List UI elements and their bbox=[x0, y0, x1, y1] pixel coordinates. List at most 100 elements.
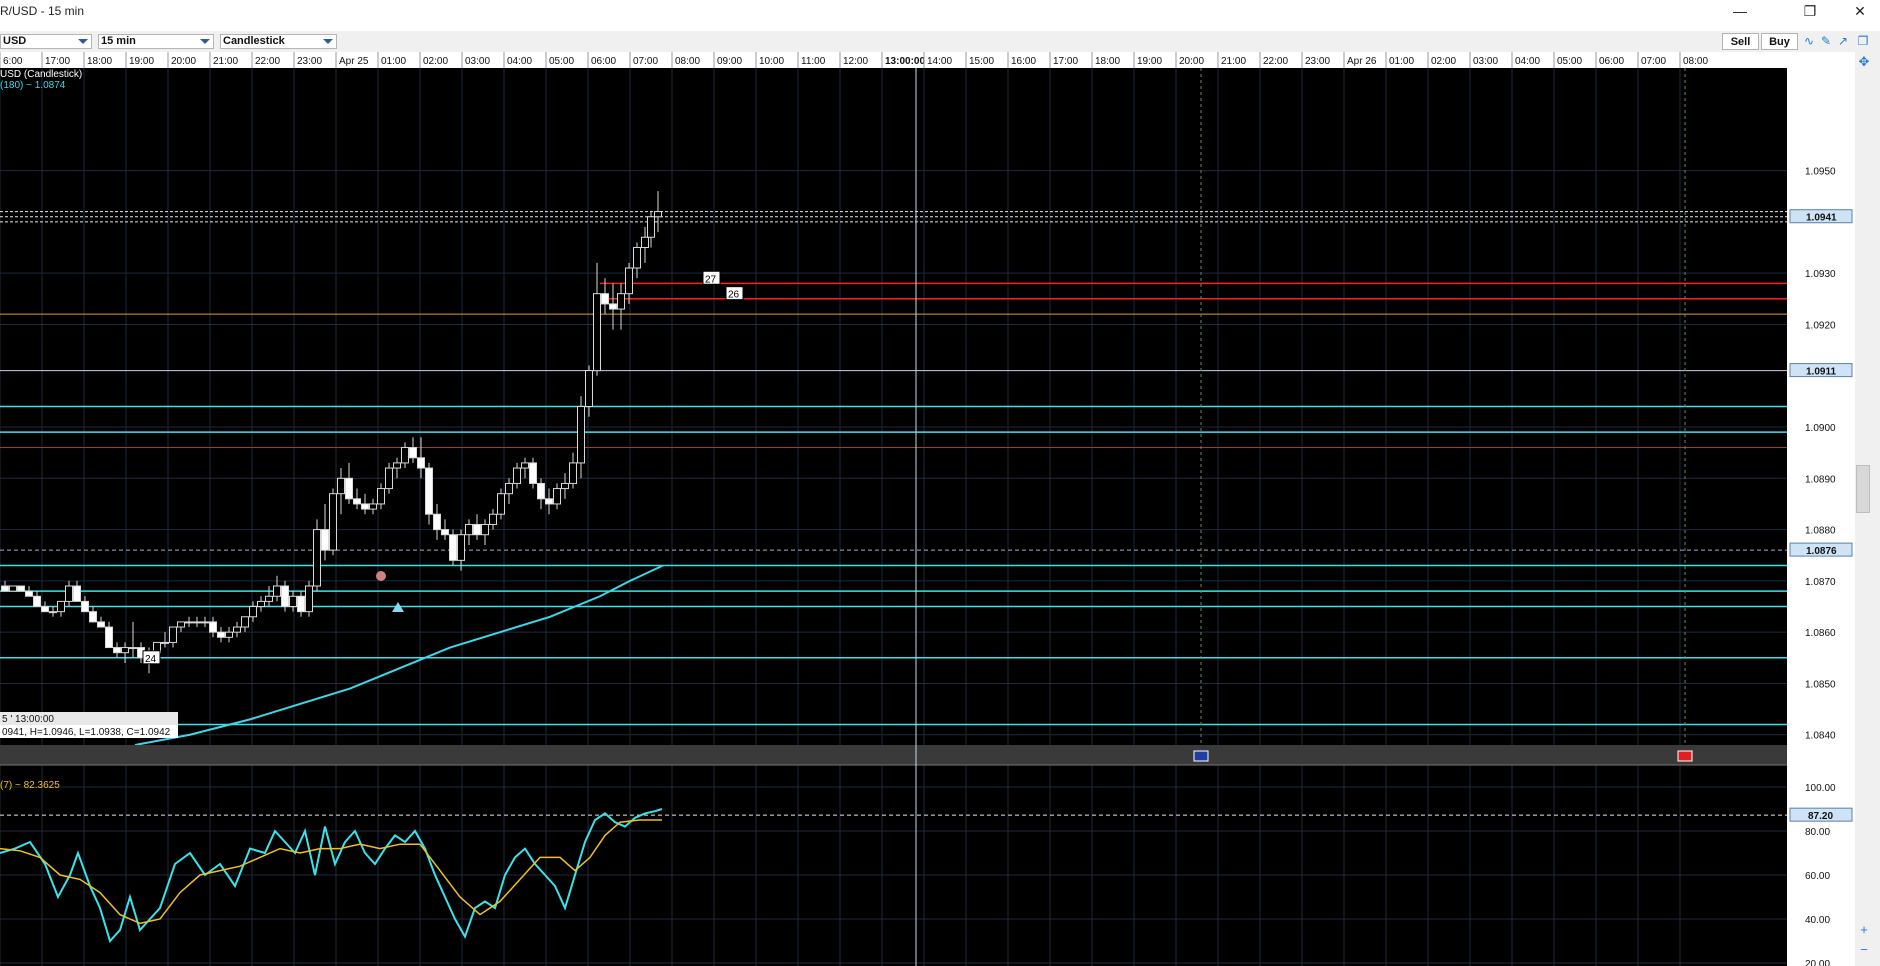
draw-pencil-icon[interactable]: ✎ bbox=[1820, 34, 1832, 48]
candle-down bbox=[281, 585, 289, 608]
candle-down bbox=[209, 621, 217, 633]
close-icon[interactable]: ✕ bbox=[1854, 2, 1866, 19]
alert-dot-icon bbox=[376, 571, 386, 581]
symbol-dropdown[interactable]: USD bbox=[0, 34, 92, 49]
candle-down bbox=[361, 503, 369, 510]
candle-down bbox=[33, 595, 41, 608]
chart-type-dropdown[interactable]: Candlestick bbox=[220, 34, 337, 49]
candle-down bbox=[545, 498, 553, 505]
candle-up bbox=[585, 370, 593, 407]
candle-down bbox=[113, 647, 121, 654]
sell-button[interactable]: Sell bbox=[1722, 33, 1759, 50]
osc-tick-label: 60.00 bbox=[1805, 871, 1830, 882]
candle-up bbox=[393, 462, 401, 469]
candle-down bbox=[17, 585, 25, 592]
candle-down bbox=[609, 303, 617, 310]
candle-up bbox=[641, 236, 649, 249]
event-flag-icon[interactable] bbox=[1677, 750, 1693, 762]
candle-up bbox=[9, 585, 17, 592]
time-tick-label: 07:00 bbox=[1641, 56, 1666, 67]
time-tick-label: 20:00 bbox=[171, 56, 196, 67]
event-flag-icon[interactable] bbox=[1193, 750, 1209, 762]
price-tag-label: 1.0941 bbox=[1806, 213, 1837, 224]
price-tick-label: 1.0860 bbox=[1805, 628, 1836, 639]
zoom-out-icon[interactable]: − bbox=[1860, 942, 1868, 957]
interval-dropdown[interactable]: 15 min bbox=[98, 34, 214, 49]
time-tick-label: 03:00 bbox=[465, 56, 490, 67]
candle-down bbox=[217, 631, 225, 638]
candle-up bbox=[161, 641, 169, 644]
candle-down bbox=[97, 621, 105, 628]
candle-down bbox=[297, 595, 305, 613]
buy-button[interactable]: Buy bbox=[1761, 33, 1798, 50]
time-tick-label: 21:00 bbox=[1221, 56, 1246, 67]
candle-up bbox=[241, 616, 249, 628]
candle-up bbox=[633, 247, 641, 269]
minimize-icon[interactable]: — bbox=[1733, 3, 1747, 19]
time-tick-label: 05:00 bbox=[549, 56, 574, 67]
candle-up bbox=[497, 493, 505, 515]
candle-up bbox=[57, 600, 65, 613]
chart-toolbar: USD 15 min Candlestick Sell Buy ∿ ✎ ↗ ❐ bbox=[0, 31, 1880, 52]
candle-up bbox=[654, 211, 662, 218]
candle-up bbox=[185, 621, 193, 624]
candle-down bbox=[537, 482, 545, 500]
draw-line-icon[interactable]: ∿ bbox=[1803, 34, 1815, 48]
osc-tag bbox=[1789, 807, 1853, 822]
time-tick-label: 11:00 bbox=[801, 56, 826, 67]
price-tick-label: 1.0930 bbox=[1805, 269, 1836, 280]
series-label: USD (Candlestick) bbox=[0, 69, 82, 80]
candle-up bbox=[177, 621, 185, 628]
time-tick-label: 01:00 bbox=[1389, 56, 1414, 67]
time-tick-label: 04:00 bbox=[1515, 56, 1540, 67]
moving-average-line bbox=[134, 564, 664, 746]
time-tick-label: 10:00 bbox=[759, 56, 784, 67]
pan-icon[interactable]: ✥ bbox=[1858, 54, 1870, 69]
candle-up bbox=[337, 477, 345, 495]
osc-tick-label: 20.00 bbox=[1805, 959, 1830, 966]
time-tick-label: 17:00 bbox=[1053, 56, 1078, 67]
candle-up bbox=[225, 631, 233, 638]
grid bbox=[0, 68, 1787, 966]
time-axis: 6:00 17:00 18:00 19:00 20:00 21:00 22:00 23:00 A… bbox=[0, 52, 1708, 68]
time-tick-label: 18:00 bbox=[87, 56, 112, 67]
time-tick-label: 03:00 bbox=[1473, 56, 1498, 67]
candle-down bbox=[41, 606, 49, 613]
drawing-tools-icon[interactable]: ↗ bbox=[1837, 34, 1849, 48]
candle-up bbox=[305, 585, 313, 613]
time-tick-label: 19:00 bbox=[1137, 56, 1162, 67]
price-axis: 1.0950 1.0930 1.0920 1.0900 1.0890 1.0880 1.08… bbox=[1789, 167, 1853, 742]
trade-marker-box bbox=[142, 650, 161, 665]
window-icon[interactable]: ❐ bbox=[1857, 34, 1869, 48]
candle-down bbox=[449, 534, 457, 561]
price-chart[interactable]: 6:00 17:00 18:00 19:00 20:00 21:00 22:00 23:00 A… bbox=[0, 52, 1855, 966]
trade-marker-box bbox=[702, 270, 721, 285]
price-tick-label: 1.0880 bbox=[1805, 526, 1836, 537]
price-tick-label: 1.0840 bbox=[1805, 731, 1836, 742]
candle-up bbox=[329, 493, 337, 551]
time-tick-label: 15:00 bbox=[969, 56, 994, 67]
candle-up bbox=[49, 611, 57, 614]
candle-down bbox=[601, 293, 609, 305]
trade-marker-label: 27 bbox=[705, 274, 717, 285]
time-tick-label: 06:00 bbox=[591, 56, 616, 67]
chart-type-dropdown-label: Candlestick bbox=[223, 35, 285, 47]
candle-up bbox=[233, 626, 241, 633]
candle-down bbox=[81, 600, 89, 613]
horizontal-levels bbox=[0, 211, 1787, 726]
zoom-in-icon[interactable]: + bbox=[1860, 922, 1868, 937]
candle-up bbox=[569, 462, 577, 484]
candle-down bbox=[409, 447, 417, 459]
trade-markers: 24 27 26 bbox=[142, 270, 744, 665]
info-time: 5 ' 13:00:00 bbox=[2, 714, 54, 725]
candle-down bbox=[441, 529, 449, 536]
restore-icon[interactable]: ❐ bbox=[1803, 2, 1817, 19]
time-tick-label: 07:00 bbox=[633, 56, 658, 67]
scroll-thumb[interactable] bbox=[1856, 465, 1870, 513]
candle-up bbox=[489, 513, 497, 525]
price-tick-label: 1.0850 bbox=[1805, 679, 1836, 690]
price-tick-label: 1.0870 bbox=[1805, 577, 1836, 588]
time-tick-label: 05:00 bbox=[1557, 56, 1582, 67]
trade-marker-label: 26 bbox=[728, 290, 740, 301]
candle-up bbox=[513, 467, 521, 484]
